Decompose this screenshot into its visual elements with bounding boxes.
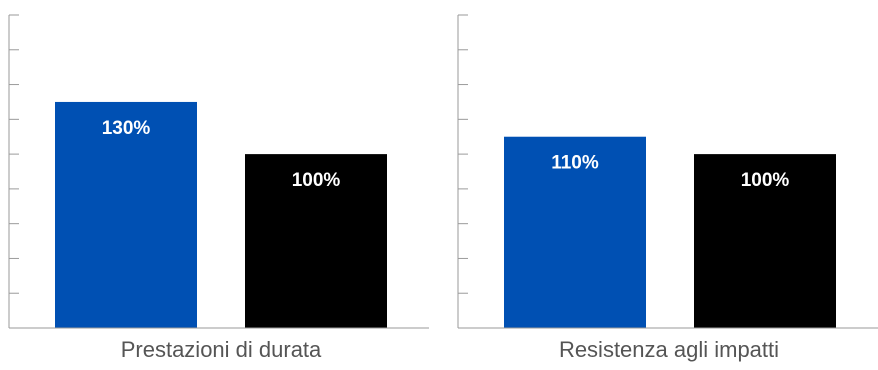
bar-value-label: 110%	[551, 153, 599, 174]
chart-panel-1: 130% 100% Prestazioni di durata	[8, 14, 429, 362]
bar-2	[694, 154, 836, 328]
x-axis-label: Prestazioni di durata	[121, 337, 322, 362]
bar-1	[55, 101, 197, 328]
x-axis-label: Resistenza agli impatti	[559, 337, 779, 362]
bar-value-label: 130%	[102, 118, 151, 139]
bar-1	[504, 136, 646, 328]
bar-value-label: 100%	[741, 170, 790, 191]
bar-value-label: 100%	[292, 170, 341, 191]
bar-2	[245, 154, 387, 328]
chart-panel-2: 110% 100% Resistenza agli impatti	[457, 14, 878, 362]
